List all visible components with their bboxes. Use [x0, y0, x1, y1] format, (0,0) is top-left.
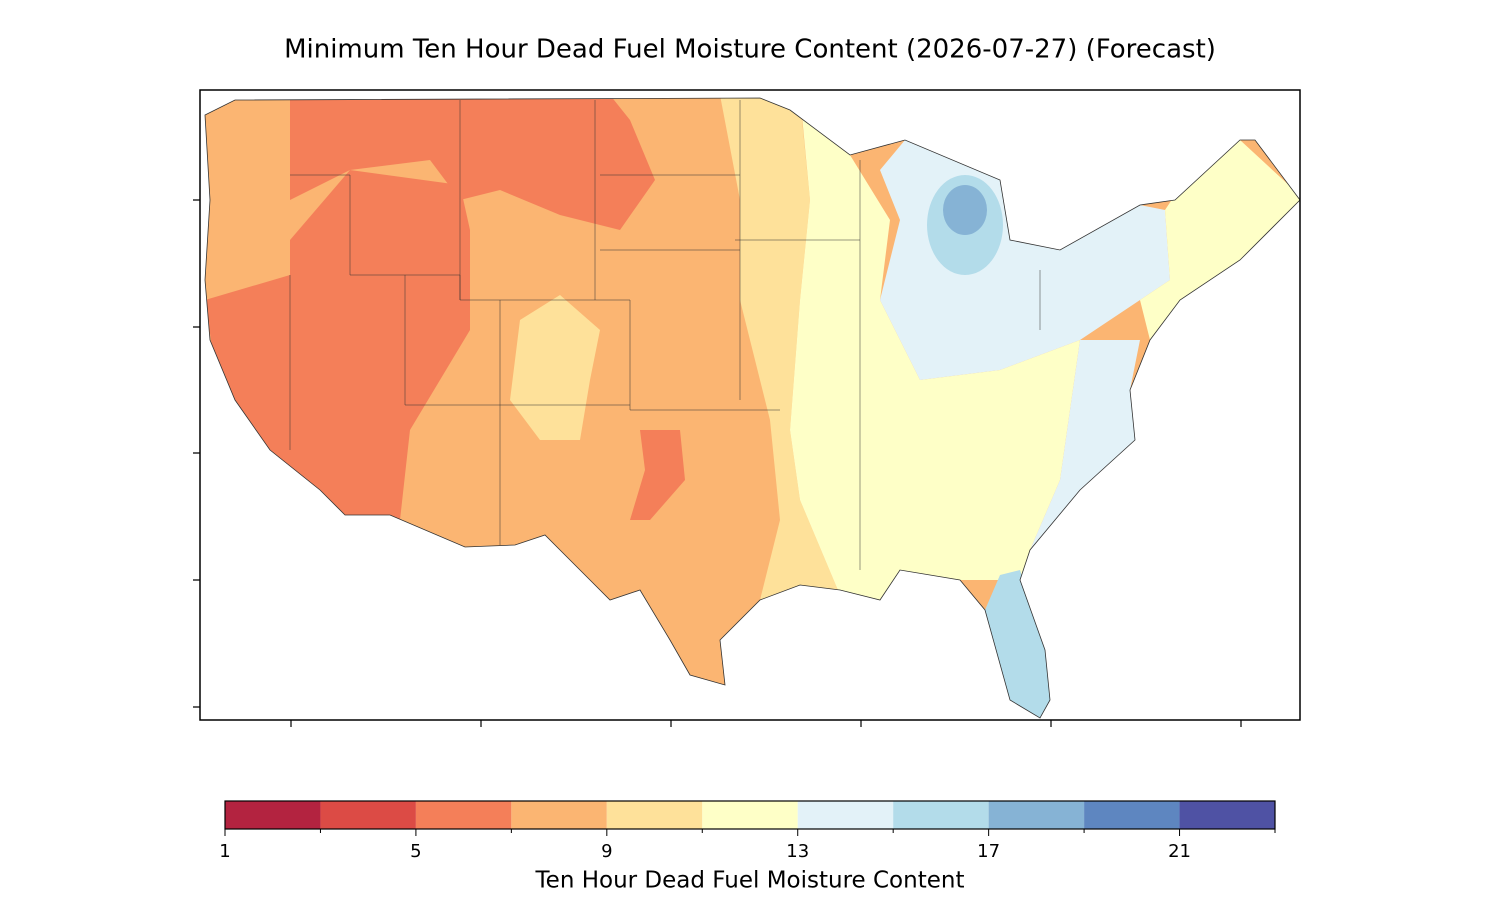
colorbar-tick-label: 17 — [977, 841, 1000, 862]
colorbar-segment — [1084, 801, 1180, 829]
region — [205, 170, 470, 520]
frame-ticks — [193, 199, 1242, 727]
colorbar-tick-label: 9 — [601, 841, 612, 862]
colorbar-segment — [320, 801, 416, 829]
map-frame — [199, 89, 1301, 721]
state-lines — [289, 100, 1041, 570]
colorbar-segment — [893, 801, 989, 829]
colorbar-tick-label: 13 — [786, 841, 809, 862]
colorbar-segment — [988, 801, 1085, 829]
colorbar-segment — [225, 801, 321, 829]
colorbar-label: Ten Hour Dead Fuel Moisture Content — [535, 868, 965, 894]
region — [630, 430, 685, 520]
colorbar-segment — [415, 801, 512, 829]
region — [510, 295, 600, 440]
colorbar-segment — [702, 801, 798, 829]
colorbar-tick-label: 21 — [1168, 841, 1191, 862]
colorbar-segment — [1179, 801, 1275, 829]
region — [985, 570, 1055, 718]
region — [720, 98, 840, 600]
region — [790, 98, 1080, 600]
country-outline — [204, 97, 1301, 719]
colorbar-segment — [606, 801, 703, 829]
region — [1030, 340, 1140, 550]
map-fill — [205, 98, 1300, 718]
region — [943, 185, 987, 235]
colorbar-frame — [224, 800, 1276, 830]
region — [290, 98, 655, 230]
colorbar-segment — [511, 801, 607, 829]
colorbar-tick-label: 1 — [219, 841, 230, 862]
colorbar-tick-label: 5 — [410, 841, 421, 862]
colorbar: 1 5 9 13 17 21 — [219, 800, 1276, 862]
colorbar-segment — [797, 801, 894, 829]
map-title: Minimum Ten Hour Dead Fuel Moisture Cont… — [284, 35, 1216, 65]
